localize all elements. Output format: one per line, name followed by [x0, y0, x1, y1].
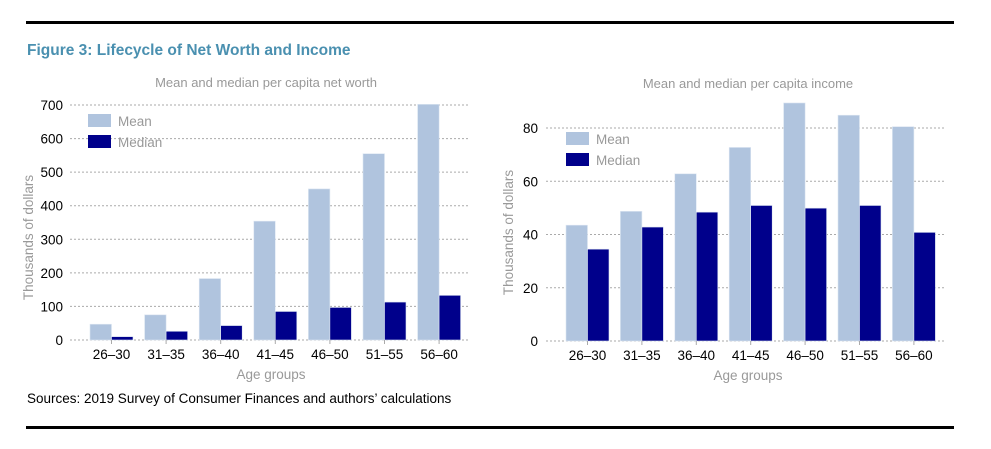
net-worth-legend-swatch-median — [88, 135, 111, 148]
sources-note: Sources: 2019 Survey of Consumer Finance… — [27, 391, 452, 406]
income-bar-median — [913, 232, 936, 342]
income-y-tick-label: 60 — [523, 174, 538, 189]
income-x-tick-label: 51–55 — [841, 348, 879, 363]
income-x-tick-label: 46–50 — [786, 348, 824, 363]
net-worth-x-tick-label: 51–55 — [366, 347, 404, 362]
net-worth-bar-median — [274, 311, 298, 341]
net-worth-bar-median — [220, 325, 243, 341]
income-bar-mean — [565, 224, 588, 342]
income-chart-title: Mean and median per capita income — [643, 76, 853, 91]
income-x-axis-label: Age groups — [713, 368, 782, 383]
income-bar-median — [587, 248, 610, 342]
net-worth-y-tick-label: 100 — [40, 299, 63, 314]
top-rule — [26, 21, 954, 24]
net-worth-y-tick-label: 200 — [40, 266, 63, 281]
bottom-rule — [26, 426, 954, 429]
income-y-tick-label: 80 — [523, 121, 538, 136]
income-legend-label-mean: Mean — [596, 132, 630, 147]
net-worth-x-tick-label: 26–30 — [93, 347, 131, 362]
net-worth-bar-median — [165, 330, 188, 341]
net-worth-x-tick-label: 31–35 — [147, 347, 185, 362]
income-legend-label-median: Median — [596, 153, 640, 168]
net-worth-bar-mean — [417, 104, 440, 341]
income-y-tick-label: 0 — [530, 334, 538, 349]
income-bar-mean — [674, 173, 697, 342]
income-bar-mean — [728, 147, 752, 342]
net-worth-x-tick-label: 46–50 — [311, 347, 349, 362]
income-x-tick-label: 31–35 — [623, 348, 661, 363]
net-worth-y-tick-label: 700 — [40, 98, 63, 113]
net-worth-bar-mean — [308, 188, 331, 341]
income-bar-mean — [892, 126, 915, 342]
net-worth-bar-median — [111, 336, 134, 341]
income-x-tick-label: 41–45 — [732, 348, 770, 363]
income-bar-mean — [783, 102, 806, 342]
income-x-tick-label: 56–60 — [895, 348, 933, 363]
net-worth-bar-mean — [144, 314, 167, 341]
net-worth-bar-mean — [198, 278, 221, 341]
income-x-tick-label: 26–30 — [569, 348, 607, 363]
net-worth-bar-median — [329, 307, 352, 341]
income-bar-median — [750, 205, 773, 342]
net-worth-legend-swatch-mean — [88, 114, 111, 127]
net-worth-chart-title: Mean and median per capita net worth — [155, 75, 377, 90]
income-y-axis-label: Thousands of dollars — [501, 170, 516, 296]
net-worth-x-tick-label: 36–40 — [202, 347, 240, 362]
net-worth-y-tick-label: 300 — [40, 232, 63, 247]
income-legend-swatch-median — [566, 153, 589, 166]
income-bar-median — [859, 205, 882, 342]
net-worth-bar-mean — [89, 323, 112, 341]
net-worth-y-tick-label: 600 — [40, 132, 63, 147]
net-worth-x-axis-label: Age groups — [236, 367, 305, 382]
net-worth-y-tick-label: 0 — [55, 333, 63, 348]
income-bar-median — [641, 226, 664, 342]
net-worth-bar-mean — [253, 220, 276, 341]
net-worth-bar-median — [438, 295, 461, 341]
income-y-tick-label: 40 — [523, 228, 538, 243]
net-worth-y-axis-label: Thousands of dollars — [21, 175, 36, 301]
net-worth-y-tick-label: 500 — [40, 165, 63, 180]
income-y-tick-label: 20 — [523, 281, 538, 296]
net-worth-y-tick-label: 400 — [40, 199, 63, 214]
income-x-tick-label: 36–40 — [678, 348, 716, 363]
income-bar-median — [695, 211, 719, 342]
net-worth-x-tick-label: 41–45 — [257, 347, 295, 362]
income-bar-median — [804, 207, 827, 342]
net-worth-x-tick-label: 56–60 — [420, 347, 458, 362]
figure-title: Figure 3: Lifecycle of Net Worth and Inc… — [27, 42, 351, 59]
income-bar-mean — [620, 211, 643, 342]
net-worth-legend-label-mean: Mean — [118, 114, 152, 129]
income-bar-mean — [837, 114, 860, 342]
net-worth-bar-mean — [362, 153, 385, 341]
income-legend-swatch-mean — [566, 132, 589, 145]
net-worth-bar-median — [384, 301, 407, 341]
net-worth-legend-label-median: Median — [118, 135, 162, 150]
